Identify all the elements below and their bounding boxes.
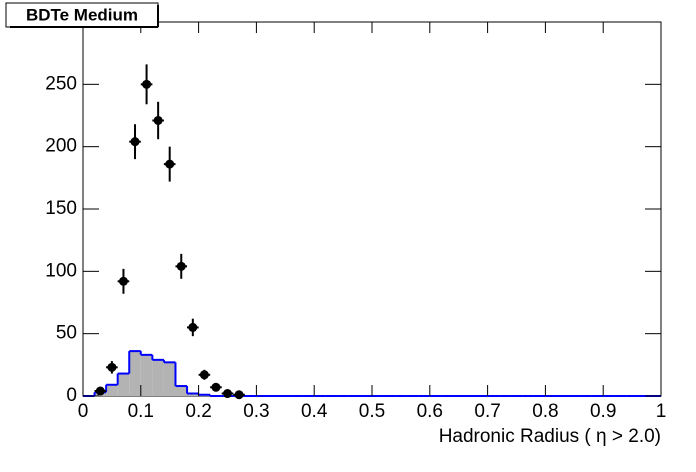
data-point [234, 390, 244, 400]
x-tick-label: 0.3 [243, 401, 269, 422]
x-tick-label: 1 [656, 401, 667, 422]
y-tick-label: 150 [45, 198, 77, 219]
x-tick-label: 0.9 [590, 401, 616, 422]
hist-bar [187, 393, 199, 396]
data-point [199, 370, 209, 380]
x-tick-label: 0.1 [128, 401, 154, 422]
hist-bar [129, 351, 141, 396]
x-axis-label: Hadronic Radius ( η > 2.0) [439, 426, 661, 447]
data-point [211, 382, 221, 392]
data-point [95, 386, 105, 396]
y-tick-label: 200 [45, 136, 77, 157]
y-tick-label: 250 [45, 73, 77, 94]
hist-bar [163, 362, 176, 396]
data-point [118, 276, 128, 286]
y-tick-label: 100 [45, 260, 77, 281]
hist-bar [106, 384, 118, 396]
data-point [188, 322, 198, 332]
hist-bar [140, 354, 153, 396]
y-tick-label: 50 [56, 323, 77, 344]
hist-bar [117, 373, 130, 396]
x-tick-label: 0.4 [301, 401, 328, 422]
data-point [142, 79, 152, 89]
y-tick-label: 0 [66, 385, 77, 406]
x-tick-label: 0 [78, 401, 89, 422]
data-point [223, 389, 232, 399]
x-tick-label: 0.2 [185, 401, 211, 422]
data-point [153, 115, 163, 125]
hist-bar [175, 386, 188, 396]
data-point [130, 137, 140, 147]
x-tick-label: 0.7 [474, 401, 500, 422]
x-tick-label: 0.6 [417, 401, 443, 422]
data-point [165, 159, 175, 169]
hist-bar [152, 359, 164, 396]
chart-title: BDTe Medium [26, 5, 138, 24]
data-point [176, 261, 186, 271]
x-tick-label: 0.8 [532, 401, 558, 422]
data-point [107, 362, 117, 372]
x-tick-label: 0.5 [359, 401, 385, 422]
plot-frame [82, 21, 662, 397]
